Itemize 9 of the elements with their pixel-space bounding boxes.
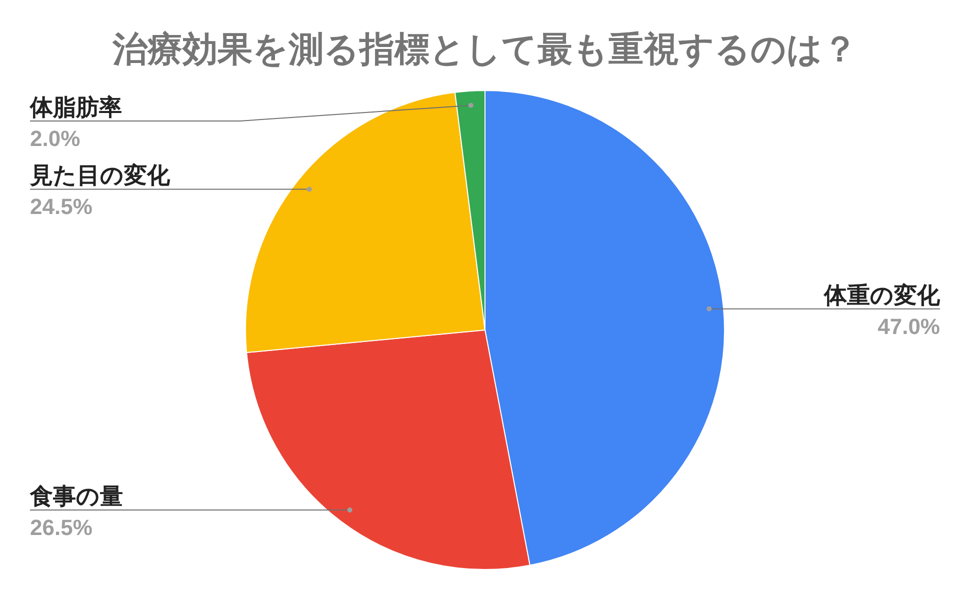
slice-label: 食事の量 (29, 483, 123, 510)
slice-label: 体脂肪率 (29, 94, 122, 120)
slice-label: 見た目の変化 (29, 162, 171, 188)
data-label: 2.0% (30, 126, 80, 151)
data-label: 26.5% (30, 515, 92, 540)
chart-title: 治療効果を測る指標として最も重視するのは？ (111, 29, 858, 71)
slice-label: 体重の変化 (823, 282, 941, 308)
data-label: 47.0% (878, 314, 940, 339)
data-label: 24.5% (30, 194, 92, 220)
